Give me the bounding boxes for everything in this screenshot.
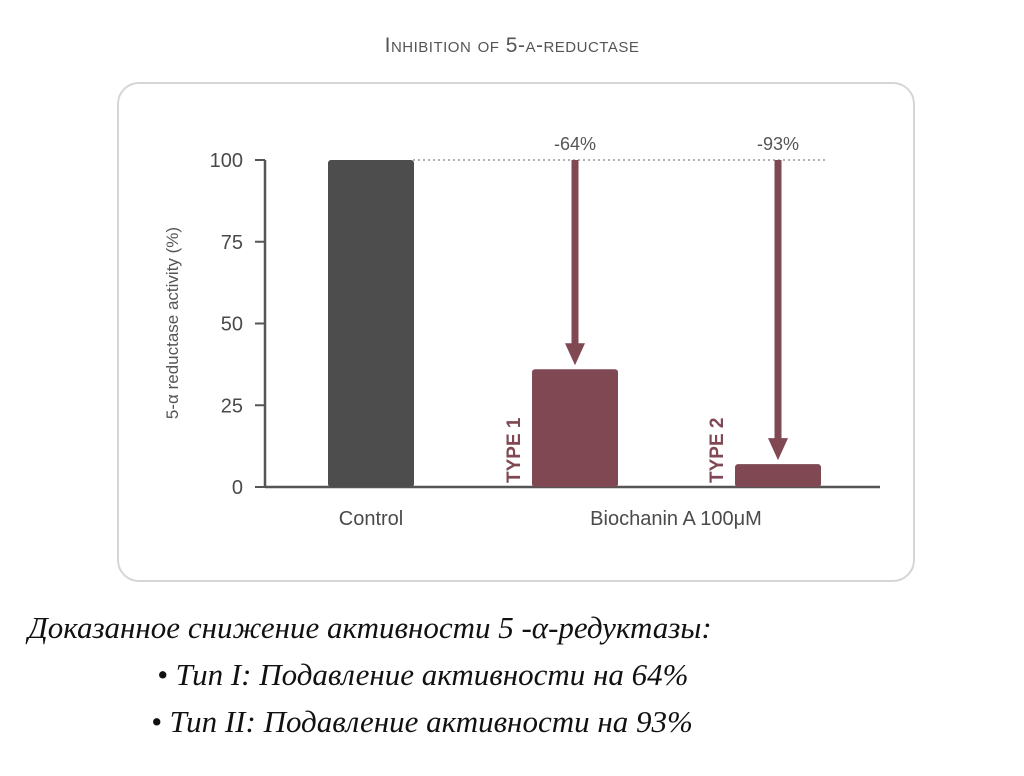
bar-type-2 <box>735 464 821 487</box>
chart-title: Inhibition of 5-α-reductase <box>384 34 640 57</box>
bar-control <box>328 160 414 487</box>
x-category-label-control: Control <box>339 508 403 530</box>
y-tick-label: 25 <box>221 395 243 417</box>
y-tick-label: 75 <box>221 232 243 254</box>
annotation-label-1: -64% <box>554 134 596 154</box>
y-tick-label: 0 <box>232 477 243 499</box>
annotation-label-2: -93% <box>757 134 799 154</box>
chart-frame <box>117 82 915 582</box>
y-axis-label: 5-α reductase activity (%) <box>163 227 182 419</box>
bar-label-type-2: TYPE 2 <box>707 418 728 483</box>
caption-item-type-1: • Тип I: Подавление активности на 64% <box>157 657 689 692</box>
arrow-head-1 <box>565 343 585 366</box>
caption-heading: Доказанное снижение активности 5 -α-реду… <box>28 610 712 645</box>
x-category-label-biochanin: Biochanin A 100μM <box>590 508 762 530</box>
y-tick-label: 50 <box>221 314 243 336</box>
bar-label-type-1: TYPE 1 <box>504 417 525 483</box>
caption-item-type-2: • Тип II: Подавление активности на 93% <box>151 704 693 739</box>
arrow-head-2 <box>768 438 788 461</box>
bar-type-1 <box>532 369 618 487</box>
y-tick-label: 100 <box>210 150 243 172</box>
bar-chart: 5-α reductase activity (%) 0 25 50 75 100 TYP… <box>163 134 880 530</box>
